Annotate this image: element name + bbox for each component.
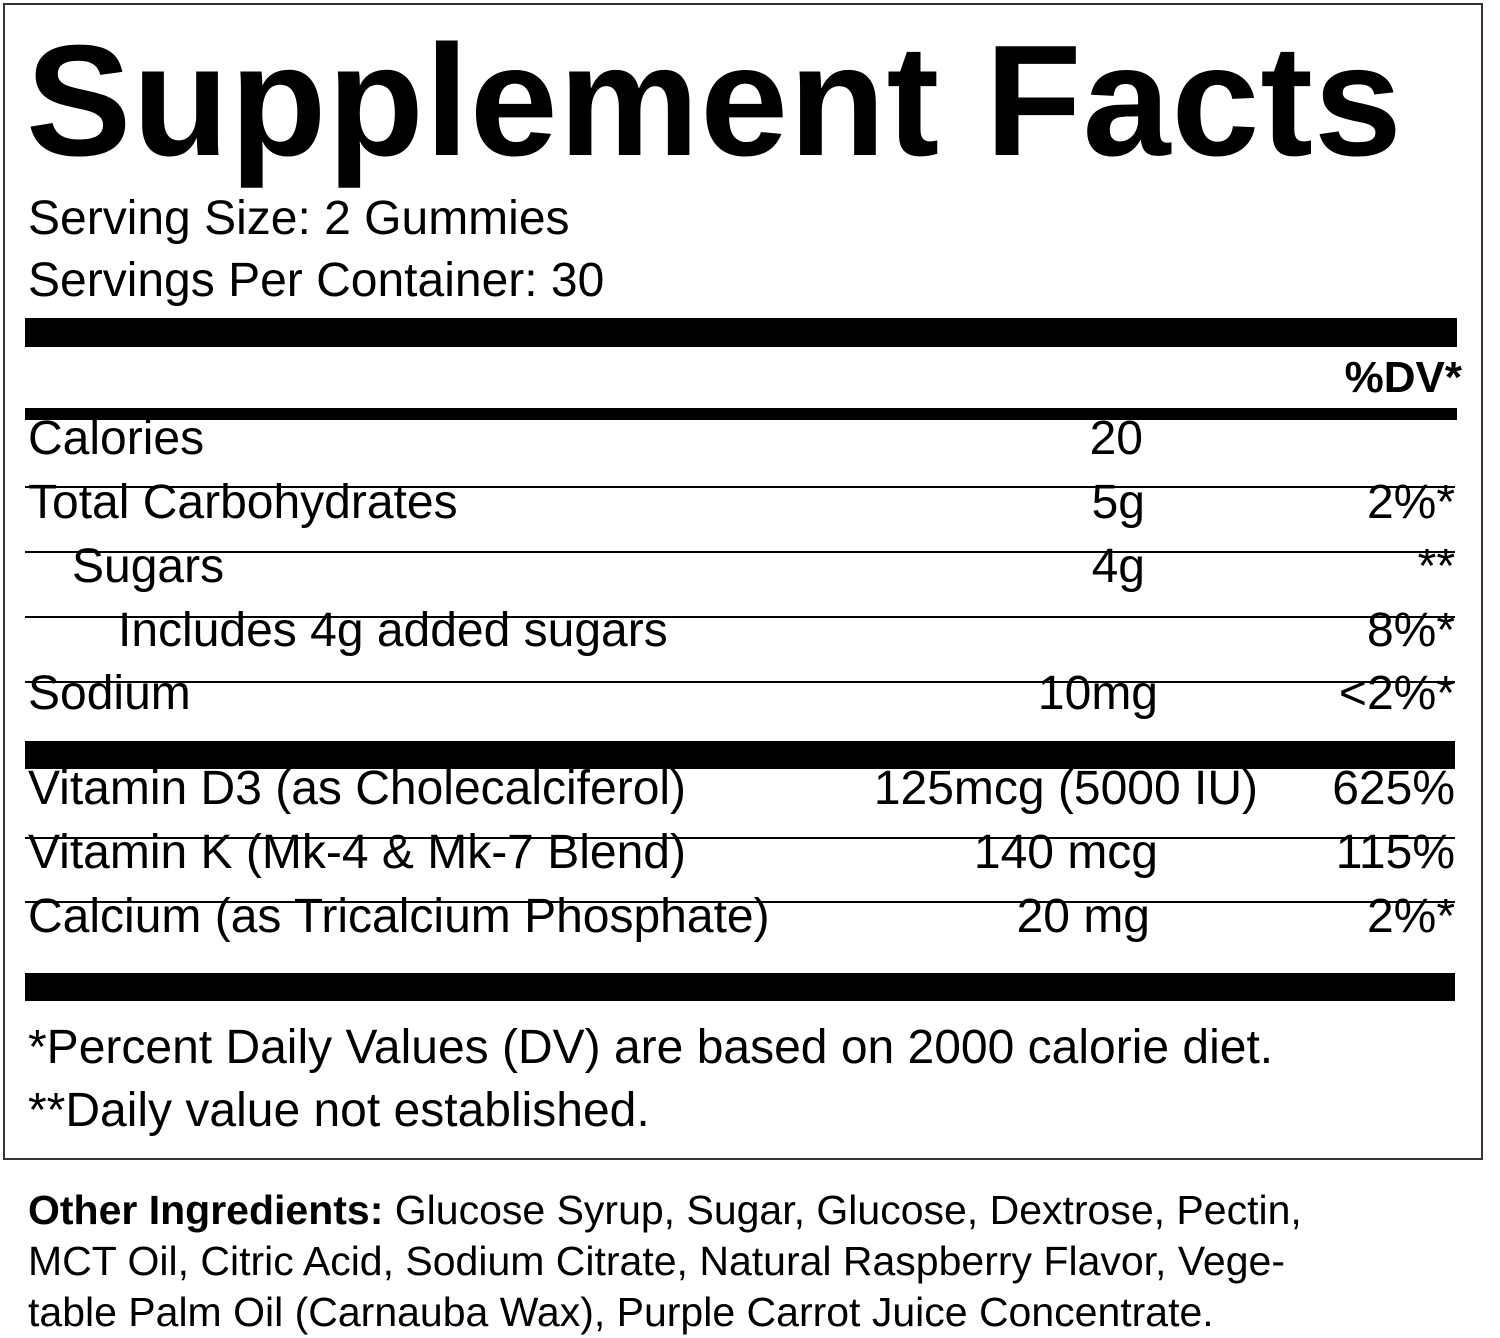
row-dv: <2%* [1338, 667, 1455, 720]
row-amount: 140 mcg [973, 826, 1158, 879]
ingredients-line: Other Ingredients: Glucose Syrup, Sugar,… [28, 1190, 1302, 1231]
row-rule [25, 551, 1455, 553]
row-amount: 20 mg [1016, 890, 1150, 943]
row-dv: ** [1417, 540, 1455, 593]
row-dv: 625% [1332, 762, 1455, 815]
row-rule [25, 681, 1455, 683]
ingredients-line: table Palm Oil (Carnauba Wax), Purple Ca… [28, 1289, 1214, 1335]
servings-per-container: Servings Per Container: 30 [28, 254, 605, 307]
thick-bar [25, 973, 1455, 1001]
footnote: *Percent Daily Values (DV) are based on … [28, 1021, 1274, 1074]
row-amount: 20 [1089, 412, 1143, 465]
thick-bar [25, 318, 1457, 347]
row-dv: 8%* [1366, 604, 1455, 657]
row-amount: 4g [1091, 540, 1145, 593]
row-name: Sugars [72, 540, 225, 593]
row-dv: 115% [1335, 826, 1455, 879]
row-rule [25, 486, 1455, 488]
ingredients-label: Other Ingredients: [28, 1187, 384, 1233]
row-amount: 125mcg (5000 IU) [873, 762, 1258, 815]
row-rule [25, 837, 1455, 839]
serving-size: Serving Size: 2 Gummies [28, 192, 570, 245]
ingredients-text: Glucose Syrup, Sugar, Glucose, Dextrose,… [394, 1187, 1302, 1233]
footnote: **Daily value not established. [28, 1084, 650, 1137]
row-rule [25, 901, 1455, 903]
ingredients-line: MCT Oil, Citric Acid, Sodium Citrate, Na… [28, 1238, 1285, 1284]
row-name: Sodium [28, 667, 191, 720]
title: Supplement Facts [26, 13, 1403, 189]
row-dv: 2%* [1366, 476, 1455, 529]
row-name: Calcium (as Tricalcium Phosphate) [28, 890, 770, 943]
row-name: Vitamin K (Mk-4 & Mk-7 Blend) [28, 826, 686, 879]
row-name: Includes 4g added sugars [118, 604, 668, 657]
thick-bar [25, 408, 1457, 420]
row-dv: 2%* [1366, 890, 1455, 943]
row-name: Vitamin D3 (as Cholecalciferol) [28, 762, 687, 815]
label-border [3, 3, 1483, 1160]
row-amount: 10mg [1037, 667, 1158, 720]
thick-bar [25, 741, 1455, 769]
row-amount: 5g [1091, 476, 1145, 529]
row-rule [25, 616, 1455, 618]
row-name: Total Carbohydrates [28, 476, 458, 529]
row-name: Calories [28, 412, 205, 465]
dv-header: %DV* [1344, 353, 1462, 402]
